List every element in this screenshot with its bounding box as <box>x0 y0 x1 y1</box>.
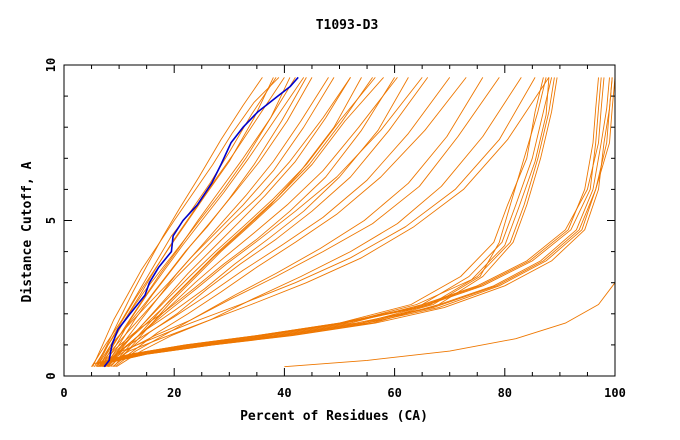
x-tick-label: 20 <box>167 386 181 400</box>
y-tick-label: 10 <box>44 58 58 72</box>
y-tick-label: 5 <box>44 217 58 224</box>
x-tick-label: 0 <box>60 386 67 400</box>
highlighted-model-line <box>103 76 299 368</box>
model-line-25 <box>91 77 277 367</box>
axis-ticks: 0 20 40 60 80 100 0 5 10 <box>44 58 626 400</box>
model-line-21 <box>102 77 500 368</box>
model-line-30 <box>105 77 550 368</box>
y-axis-label: Distance Cutoff, A <box>20 161 35 302</box>
model-line-3 <box>99 77 285 367</box>
model-line-18 <box>108 77 429 368</box>
model-line-14 <box>99 77 395 367</box>
x-tick-label: 100 <box>604 386 626 400</box>
model-line-17 <box>113 77 384 367</box>
x-tick-label: 40 <box>277 386 291 400</box>
model-line-42 <box>101 77 616 365</box>
model-line-31 <box>96 77 544 365</box>
model-line-23 <box>97 77 351 367</box>
model-line-29 <box>99 77 536 368</box>
model-line-6 <box>103 77 305 367</box>
model-line-28 <box>102 77 423 368</box>
model-line-37 <box>94 77 605 365</box>
model-line-35 <box>105 77 558 365</box>
y-tick-label: 0 <box>44 372 58 379</box>
model-line-41 <box>95 77 599 365</box>
x-axis-label: Percent of Residues (CA) <box>240 409 428 424</box>
model-line-10 <box>96 77 335 367</box>
model-line-5 <box>101 77 296 367</box>
chart-title: T1093-D3 <box>316 18 379 33</box>
model-line-13 <box>110 77 373 367</box>
model-line-43 <box>103 77 613 365</box>
model-line-44 <box>284 77 616 368</box>
model-line-19 <box>101 77 451 368</box>
plot-area <box>91 76 616 368</box>
model-line-1 <box>92 77 280 367</box>
model-line-22 <box>116 77 522 368</box>
model-line-12 <box>102 77 362 367</box>
model-line-4 <box>96 77 274 367</box>
x-tick-label: 80 <box>498 386 512 400</box>
model-line-2 <box>95 77 263 367</box>
model-line-9 <box>106 77 329 367</box>
x-tick-label: 60 <box>387 386 401 400</box>
model-line-33 <box>102 77 555 365</box>
model-line-40 <box>102 77 613 365</box>
model-line-24 <box>103 77 376 367</box>
